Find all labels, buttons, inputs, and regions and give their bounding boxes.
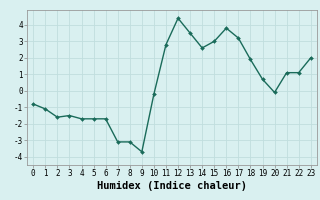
X-axis label: Humidex (Indice chaleur): Humidex (Indice chaleur): [97, 181, 247, 191]
